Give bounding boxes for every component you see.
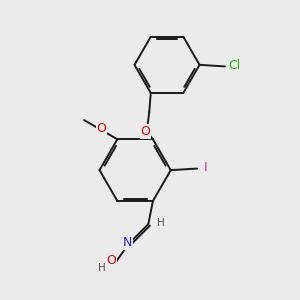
Text: H: H xyxy=(158,218,165,228)
Text: O: O xyxy=(106,254,116,267)
Text: O: O xyxy=(140,125,150,138)
Text: Cl: Cl xyxy=(228,59,240,72)
Text: O: O xyxy=(96,122,106,135)
Text: N: N xyxy=(123,236,133,249)
Text: I: I xyxy=(204,161,208,174)
Text: H: H xyxy=(98,262,106,272)
